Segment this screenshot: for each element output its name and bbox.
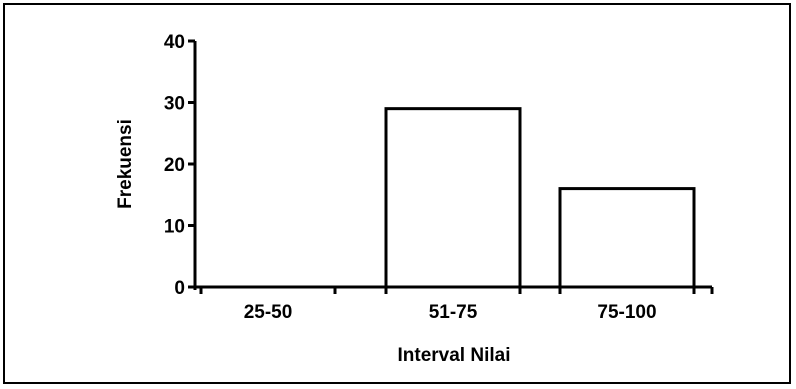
y-tick-label: 0 (174, 278, 185, 299)
x-tick-label: 25-50 (244, 302, 293, 323)
y-tick-label: 40 (164, 32, 185, 53)
y-axis-title: Frekuensi (115, 119, 136, 209)
x-axis: 25-50 51-75 75-100 (194, 285, 714, 323)
x-tick-label: 51-75 (429, 302, 478, 323)
bar-51-75 (384, 107, 522, 289)
bar-75-100 (558, 187, 696, 289)
y-tick-label: 30 (164, 94, 185, 115)
y-axis: 0 10 20 30 40 (164, 32, 197, 299)
chart-frame (3, 3, 791, 384)
x-axis-title: Interval Nilai (398, 345, 511, 366)
y-tick-label: 20 (164, 155, 185, 176)
y-tick-label: 10 (164, 217, 185, 238)
x-tick-label: 75-100 (597, 302, 656, 323)
bars-group (384, 107, 696, 289)
